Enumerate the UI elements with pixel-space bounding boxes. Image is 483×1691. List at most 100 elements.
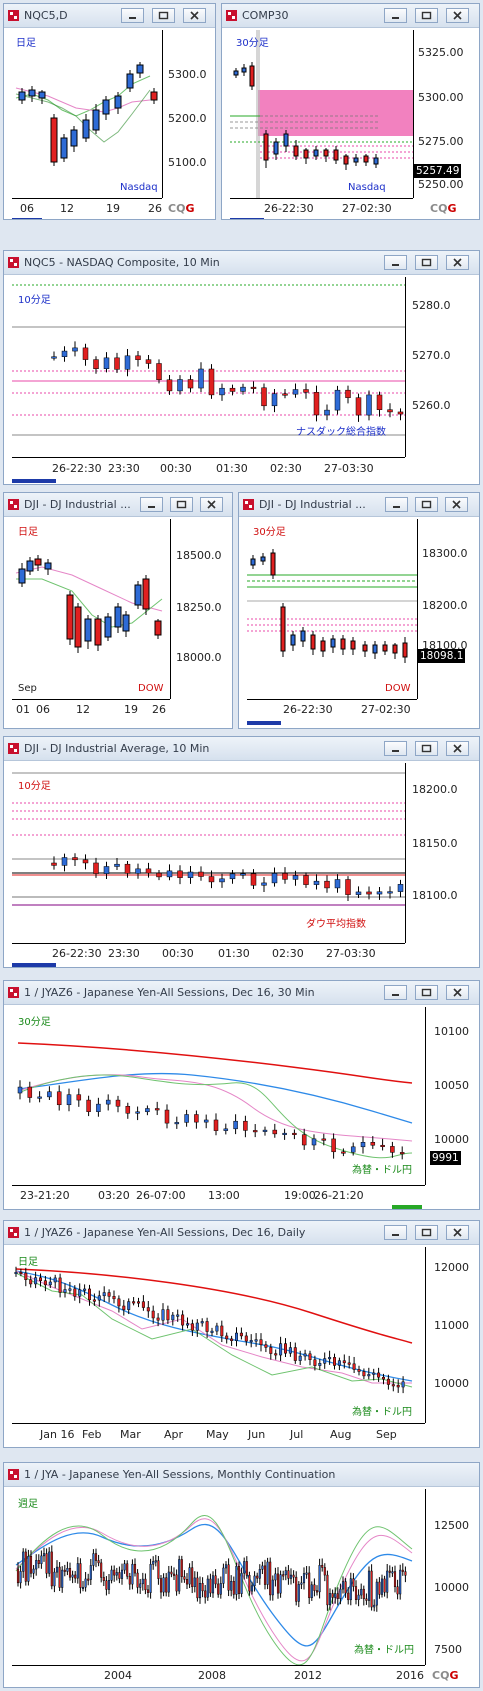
candle-body (334, 1593, 337, 1598)
plot-area[interactable]: 日足 為替・ドル円 (12, 1247, 425, 1423)
maximize-button[interactable] (415, 8, 438, 23)
candle-body (401, 1569, 404, 1572)
scrollbar[interactable] (230, 218, 264, 219)
scrollbar[interactable] (392, 1205, 422, 1209)
maximize-button[interactable] (415, 985, 438, 1000)
chart-window-jya-monthly[interactable]: 1 / JYA - Japanese Yen-All Sessions, Mon… (3, 1462, 480, 1688)
candle-body (323, 1358, 327, 1364)
candle-body (210, 1330, 214, 1333)
x-tick: 02:30 (272, 947, 304, 960)
chart-window-nqc5-daily[interactable]: NQC5,D 日足 (3, 3, 216, 220)
x-tick: 06 (20, 202, 34, 215)
candle-body (397, 411, 404, 415)
chart-window-comp30[interactable]: COMP30 (221, 3, 480, 220)
window-title: DJI - DJ Industrial ... (259, 498, 366, 511)
minimize-button[interactable] (140, 497, 163, 512)
candle-body (370, 1142, 376, 1146)
x-axis[interactable]: 26-22:30 27-02:30 (230, 198, 413, 218)
maximize-button[interactable] (415, 497, 438, 512)
candle-body (377, 1372, 381, 1378)
title-bar[interactable]: DJI - DJ Industrial ... (4, 493, 232, 517)
minimize-button[interactable] (384, 8, 407, 23)
scrollbar[interactable] (12, 963, 56, 967)
x-axis[interactable]: 26-22:30 27-02:30 (247, 699, 417, 721)
plot-area[interactable]: 30分足 Nasdaq (230, 30, 413, 198)
y-axis[interactable]: 5300.0 5200.0 5100.0 (162, 30, 215, 198)
y-axis[interactable]: 12500 10000 7500 (425, 1489, 479, 1665)
candle-body (383, 1578, 386, 1593)
x-axis[interactable]: 26-22:30 23:30 00:30 01:30 02:30 27-03:3… (12, 457, 405, 479)
chart-window-dji-10min[interactable]: DJI - DJ Industrial Average, 10 Min 10分足… (3, 736, 480, 968)
x-axis[interactable]: 2004 2008 2012 2016 (12, 1665, 425, 1685)
close-button[interactable] (446, 741, 469, 756)
candle-body (323, 1567, 326, 1576)
candle-body (198, 1583, 202, 1599)
candle-body (42, 1553, 46, 1557)
title-bar[interactable]: NQC5 - NASDAQ Composite, 10 Min (4, 251, 479, 275)
close-button[interactable] (183, 8, 206, 23)
y-axis[interactable]: 18300.0 18200.0 18100.0 18098.1 (417, 519, 479, 699)
plot-area[interactable]: 週足 為替・ドル円 (12, 1489, 425, 1665)
x-axis[interactable]: 06 12 19 26 (12, 198, 162, 218)
y-axis[interactable]: 10100 10050 10000 9991 (425, 1007, 479, 1185)
scrollbar[interactable] (12, 218, 42, 219)
maximize-button[interactable] (170, 497, 193, 512)
scrollbar[interactable] (12, 479, 56, 483)
plot-area[interactable]: 日足 Nasdaq (12, 30, 162, 198)
close-button[interactable] (446, 8, 469, 23)
chart-window-jyaz6-daily[interactable]: 1 / JYAZ6 - Japanese Yen-All Sessions, D… (3, 1220, 480, 1448)
plot-area[interactable]: 30分足 DOW (247, 519, 417, 699)
x-axis[interactable]: 01 06 12 19 26 (12, 699, 170, 721)
minimize-button[interactable] (121, 8, 144, 23)
candle-body (92, 1299, 96, 1302)
maximize-button[interactable] (415, 741, 438, 756)
minimize-button[interactable] (384, 255, 407, 270)
y-axis[interactable]: 12000 11000 10000 (425, 1247, 479, 1423)
scrollbar[interactable] (247, 721, 281, 725)
title-bar[interactable]: DJI - DJ Industrial Average, 10 Min (4, 737, 479, 761)
x-axis[interactable]: 23-21:20 03:20 26-07:00 13:00 19:00 26-2… (12, 1185, 425, 1205)
close-button[interactable] (200, 497, 223, 512)
close-button[interactable] (446, 985, 469, 1000)
y-axis[interactable]: 5325.00 5300.00 5275.00 5250.00 5257.49 (413, 30, 479, 198)
chart-window-dji-daily[interactable]: DJI - DJ Industrial ... (3, 492, 233, 729)
chart-window-nqc5-10min[interactable]: NQC5 - NASDAQ Composite, 10 Min 10分足 ナスダ… (3, 250, 480, 485)
title-bar[interactable]: NQC5,D (4, 4, 215, 28)
candle-body (229, 873, 236, 880)
x-axis[interactable]: Jan 16 Feb Mar Apr May Jun Jul Aug Sep (12, 1423, 425, 1445)
candle-body (66, 1094, 72, 1106)
x-axis[interactable]: 26-22:30 23:30 00:30 01:30 02:30 27-03:3… (12, 943, 405, 963)
candle-body (156, 1317, 160, 1321)
chart-window-jyaz6-30[interactable]: 1 / JYAZ6 - Japanese Yen-All Sessions, D… (3, 980, 480, 1210)
minimize-button[interactable] (385, 497, 408, 512)
candle-body (279, 1574, 282, 1594)
title-bar[interactable]: DJI - DJ Industrial ... (239, 493, 479, 517)
close-button[interactable] (445, 497, 468, 512)
minimize-button[interactable] (384, 741, 407, 756)
title-bar[interactable]: 1 / JYAZ6 - Japanese Yen-All Sessions, D… (4, 1221, 479, 1245)
title-bar[interactable]: 1 / JYA - Japanese Yen-All Sessions, Mon… (4, 1463, 479, 1487)
close-button[interactable] (446, 255, 469, 270)
title-bar[interactable]: 1 / JYAZ6 - Japanese Yen-All Sessions, D… (4, 981, 479, 1005)
candle-body (240, 873, 246, 876)
chart-app-icon (243, 499, 254, 510)
maximize-button[interactable] (152, 8, 175, 23)
plot-area[interactable]: 10分足 ナスダック総合指数 (12, 277, 405, 457)
close-button[interactable] (446, 1225, 469, 1240)
y-axis[interactable]: 18500.0 18250.0 18000.0 (170, 519, 232, 699)
plot-area[interactable]: 日足 DOW Sep (12, 519, 170, 699)
plot-area[interactable]: 30分足 為替・ドル円 (12, 1007, 425, 1185)
candle-body (300, 1582, 303, 1585)
candle-body (289, 1574, 293, 1579)
candle-body (365, 1598, 368, 1601)
y-axis[interactable]: 5280.0 5270.0 5260.0 (405, 277, 479, 457)
title-bar[interactable]: COMP30 (222, 4, 479, 28)
maximize-button[interactable] (415, 1225, 438, 1240)
plot-area[interactable]: 10分足 ダウ平均指数 (12, 763, 405, 943)
minimize-button[interactable] (384, 985, 407, 1000)
maximize-button[interactable] (415, 255, 438, 270)
chart-window-dji-30[interactable]: DJI - DJ Industrial ... (238, 492, 480, 729)
y-axis[interactable]: 18200.0 18150.0 18100.0 (405, 763, 479, 943)
minimize-button[interactable] (384, 1225, 407, 1240)
candle-body (82, 859, 89, 864)
